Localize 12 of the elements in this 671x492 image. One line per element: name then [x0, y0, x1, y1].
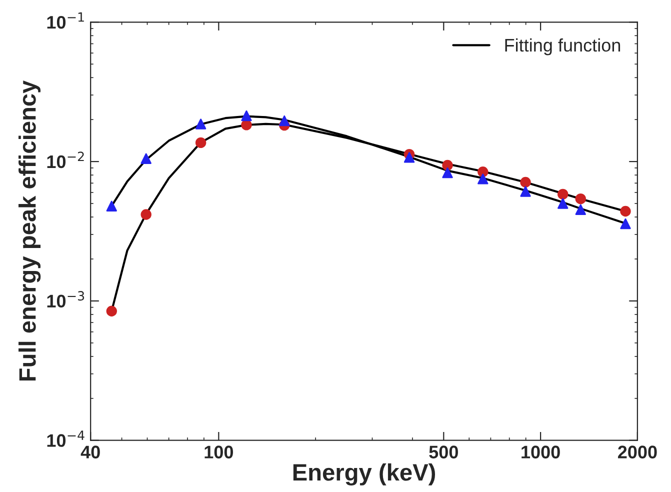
- x-tick-label: 100: [204, 446, 233, 458]
- y-axis-title: Full energy peak efficiency: [18, 80, 41, 381]
- x-tick-label: 40: [80, 446, 100, 458]
- x-axis-title: Energy (keV): [293, 463, 436, 486]
- x-tick-label: 2000: [618, 446, 657, 458]
- x-tick-label: 500: [429, 446, 458, 458]
- y-tick-label: 10$^{−2}$: [47, 152, 84, 168]
- y-tick-label: 10$^{−4}$: [47, 430, 84, 447]
- y-tick-label: 10$^{−1}$: [47, 12, 84, 29]
- y-tick-label: 10$^{−3}$: [47, 291, 84, 308]
- legend-label: Fitting function: [505, 38, 620, 56]
- x-tick-label: 1000: [522, 446, 560, 458]
